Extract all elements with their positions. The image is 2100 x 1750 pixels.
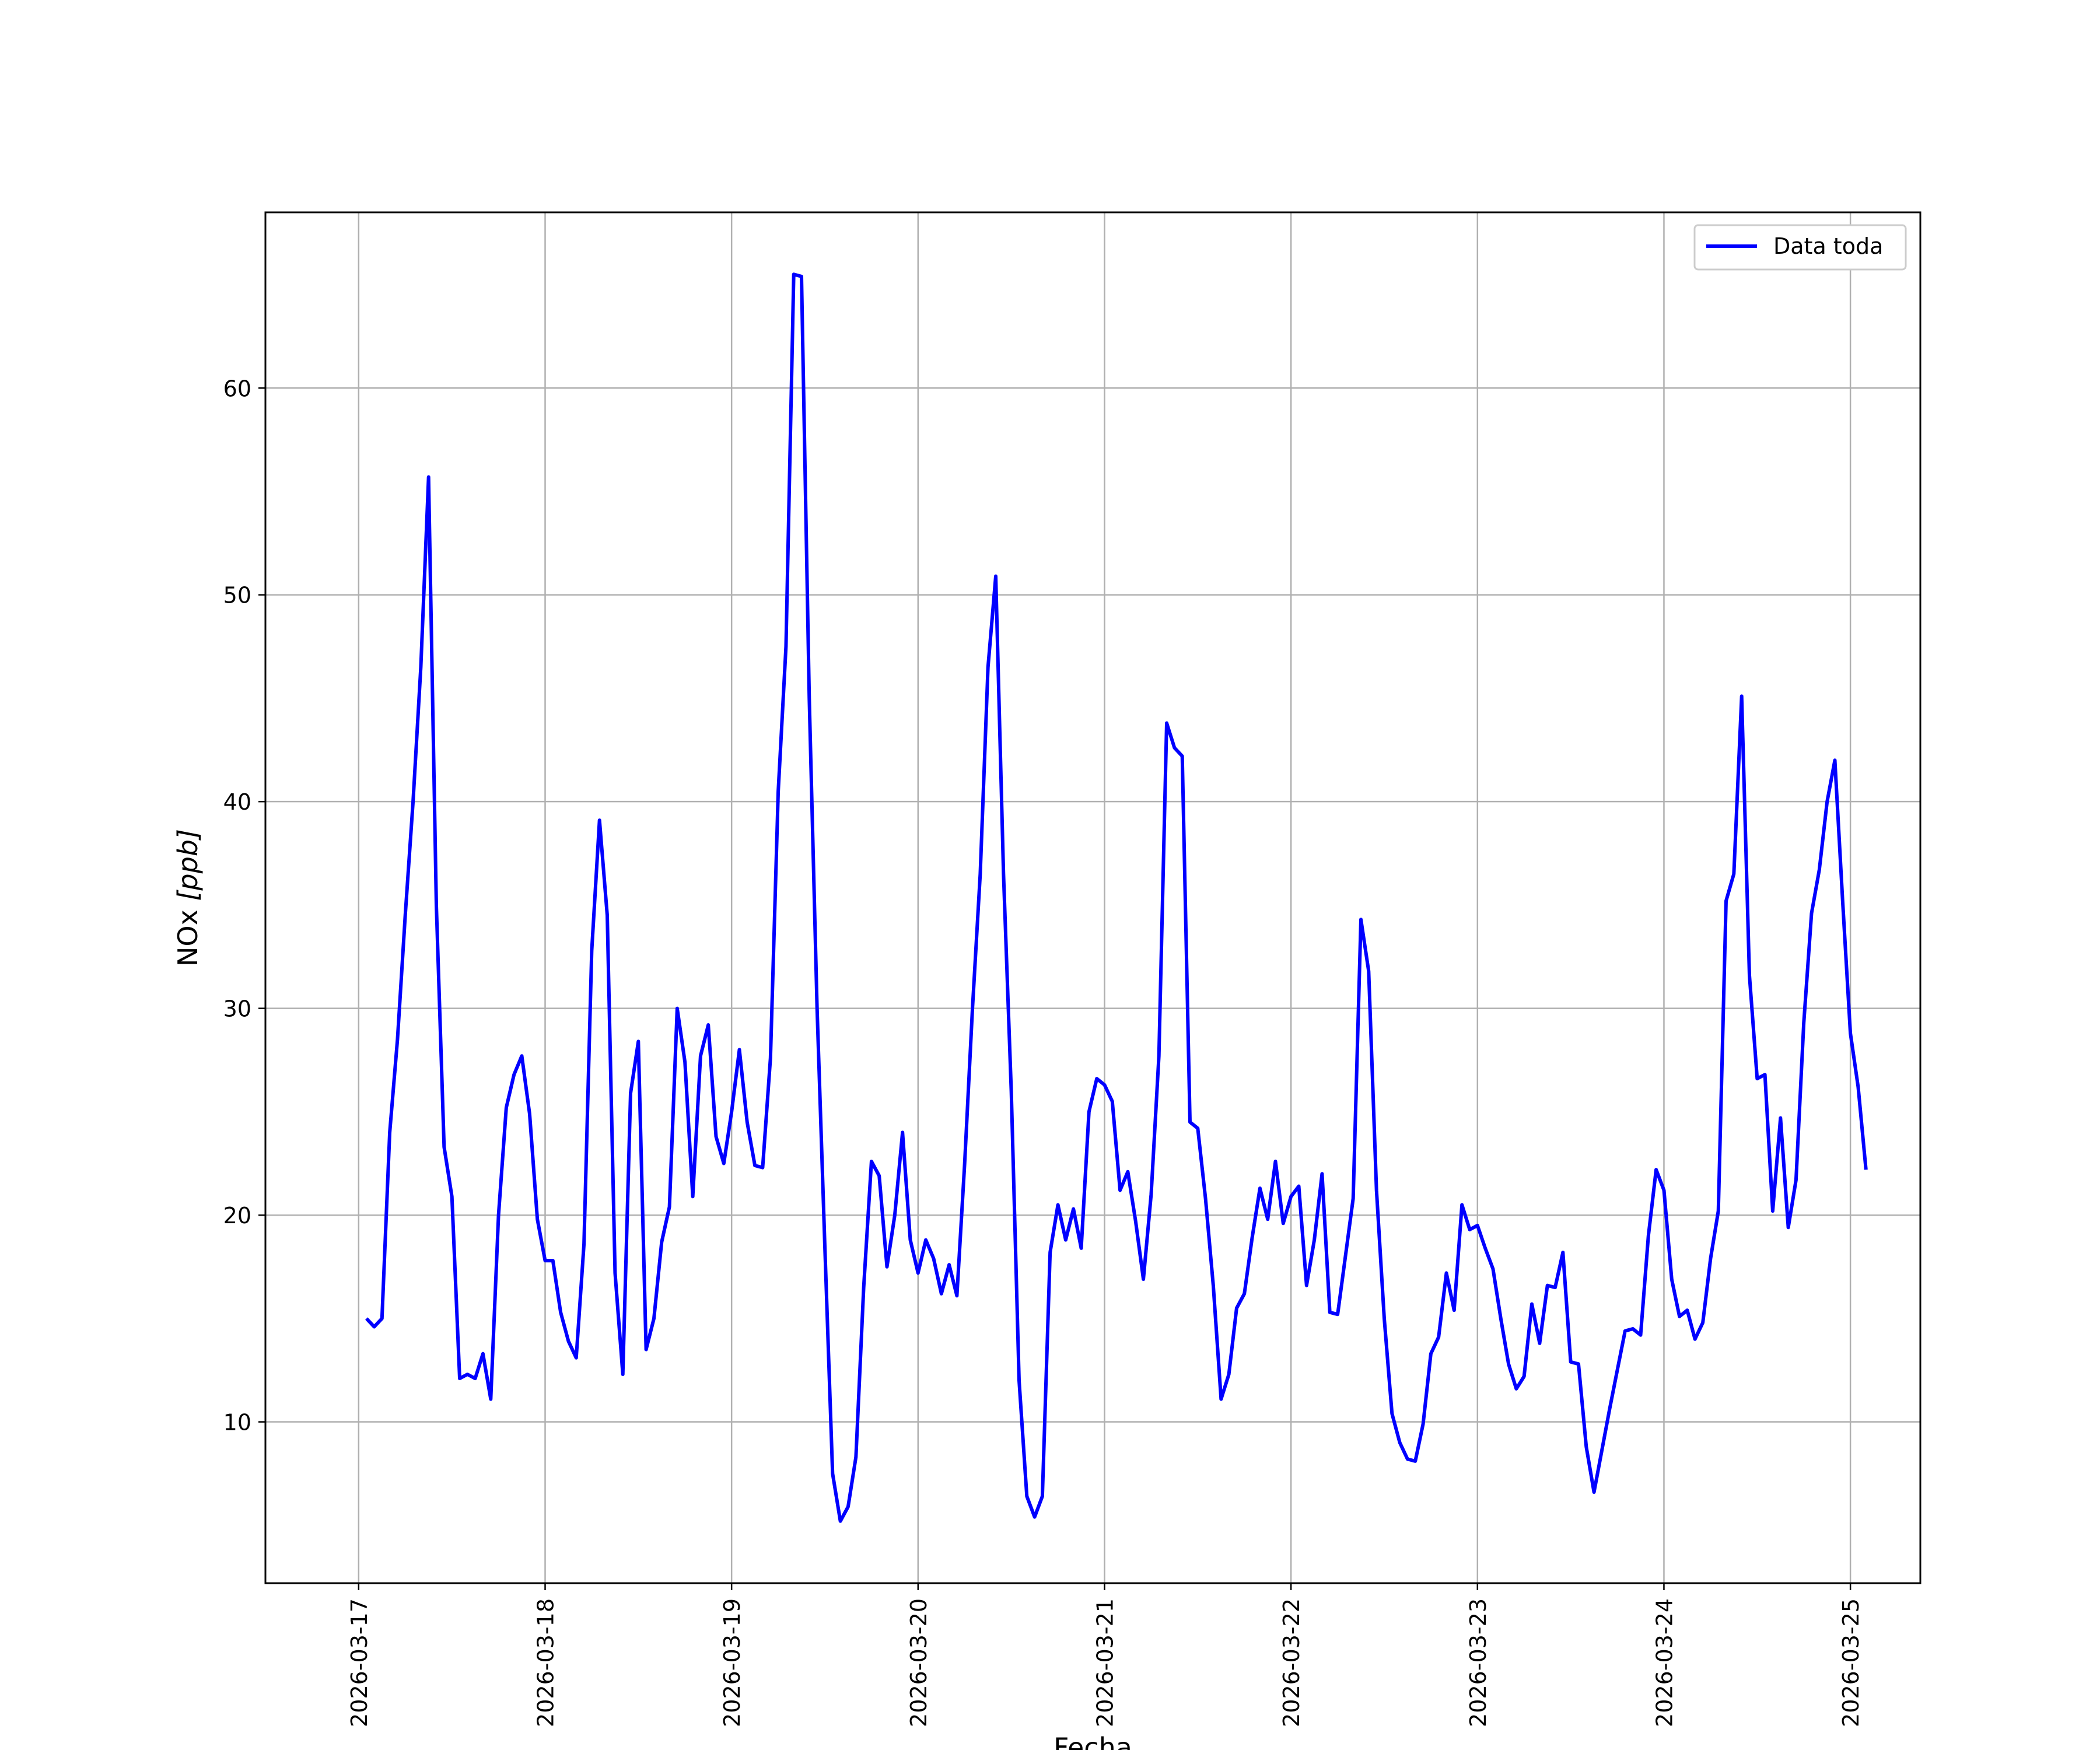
series-line-0 — [365, 272, 1868, 1523]
x-tick-label: 2026-03-22 — [1279, 1598, 1304, 1727]
x-axis: 2026-03-17 2026-03-18 2026-03-19 2026-03-20… — [346, 1583, 1864, 1727]
x-tick-label: 2026-03-18 — [533, 1598, 558, 1727]
x-tick-label: 2026-03-19 — [719, 1598, 745, 1727]
grid — [265, 212, 1920, 1583]
y-tick-label: 20 — [223, 1203, 251, 1228]
x-tick-label: 2026-03-17 — [346, 1598, 372, 1727]
plot-frame — [264, 211, 1922, 1584]
x-tick-label: 2026-03-21 — [1092, 1598, 1118, 1727]
x-axis-label: Fecha — [1054, 1732, 1132, 1750]
legend: Data toda — [1693, 224, 1907, 271]
legend-entry-label: Data toda — [1773, 233, 1883, 259]
y-tick-label: 30 — [223, 996, 251, 1022]
x-tick-label: 2026-03-24 — [1651, 1598, 1677, 1727]
x-tick-label: 2026-03-23 — [1465, 1598, 1491, 1727]
y-tick-label: 60 — [223, 376, 251, 401]
y-tick-label: 40 — [223, 789, 251, 815]
y-tick-label: 50 — [223, 583, 251, 608]
x-tick-label: 2026-03-20 — [906, 1598, 932, 1727]
y-axis-label-unit: [ppb] — [172, 829, 204, 901]
y-axis-label: NOx [ppb] — [172, 829, 204, 967]
y-axis-label-main: NOx — [172, 901, 204, 967]
y-axis: 10 20 30 40 50 60 — [223, 376, 265, 1436]
legend-box — [1693, 224, 1907, 271]
series-layer — [365, 272, 1868, 1523]
x-tick-label: 2026-03-25 — [1838, 1598, 1864, 1727]
y-tick-label: 10 — [223, 1410, 251, 1436]
